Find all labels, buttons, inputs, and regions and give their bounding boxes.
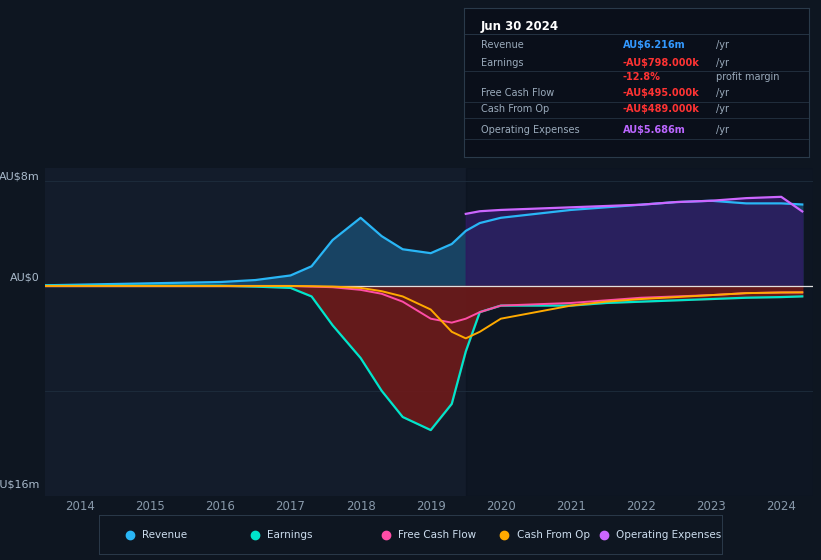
Text: /yr: /yr [716,40,728,50]
Text: -12.8%: -12.8% [622,72,660,82]
Text: /yr: /yr [716,88,728,98]
Text: -AU$489.000k: -AU$489.000k [622,104,699,114]
Text: Jun 30 2024: Jun 30 2024 [481,20,559,33]
Text: Revenue: Revenue [142,530,187,540]
Text: Cash From Op: Cash From Op [481,104,549,114]
Text: AU$6.216m: AU$6.216m [622,40,685,50]
Text: Revenue: Revenue [481,40,524,50]
Text: Free Cash Flow: Free Cash Flow [398,530,476,540]
Text: Free Cash Flow: Free Cash Flow [481,88,554,98]
Text: AU$5.686m: AU$5.686m [622,125,686,135]
Text: /yr: /yr [716,104,728,114]
Text: AU$8m: AU$8m [0,171,39,181]
Text: -AU$798.000k: -AU$798.000k [622,58,699,68]
Text: Operating Expenses: Operating Expenses [617,530,722,540]
Text: AU$0: AU$0 [10,272,39,282]
Text: Earnings: Earnings [267,530,313,540]
Text: /yr: /yr [716,125,728,135]
Text: profit margin: profit margin [716,72,779,82]
Bar [466,168,813,496]
Text: Operating Expenses: Operating Expenses [481,125,580,135]
Text: -AU$495.000k: -AU$495.000k [622,88,699,98]
Text: -AU$16m: -AU$16m [0,479,39,489]
Text: Earnings: Earnings [481,58,524,68]
Text: /yr: /yr [716,58,728,68]
Text: Cash From Op: Cash From Op [516,530,589,540]
